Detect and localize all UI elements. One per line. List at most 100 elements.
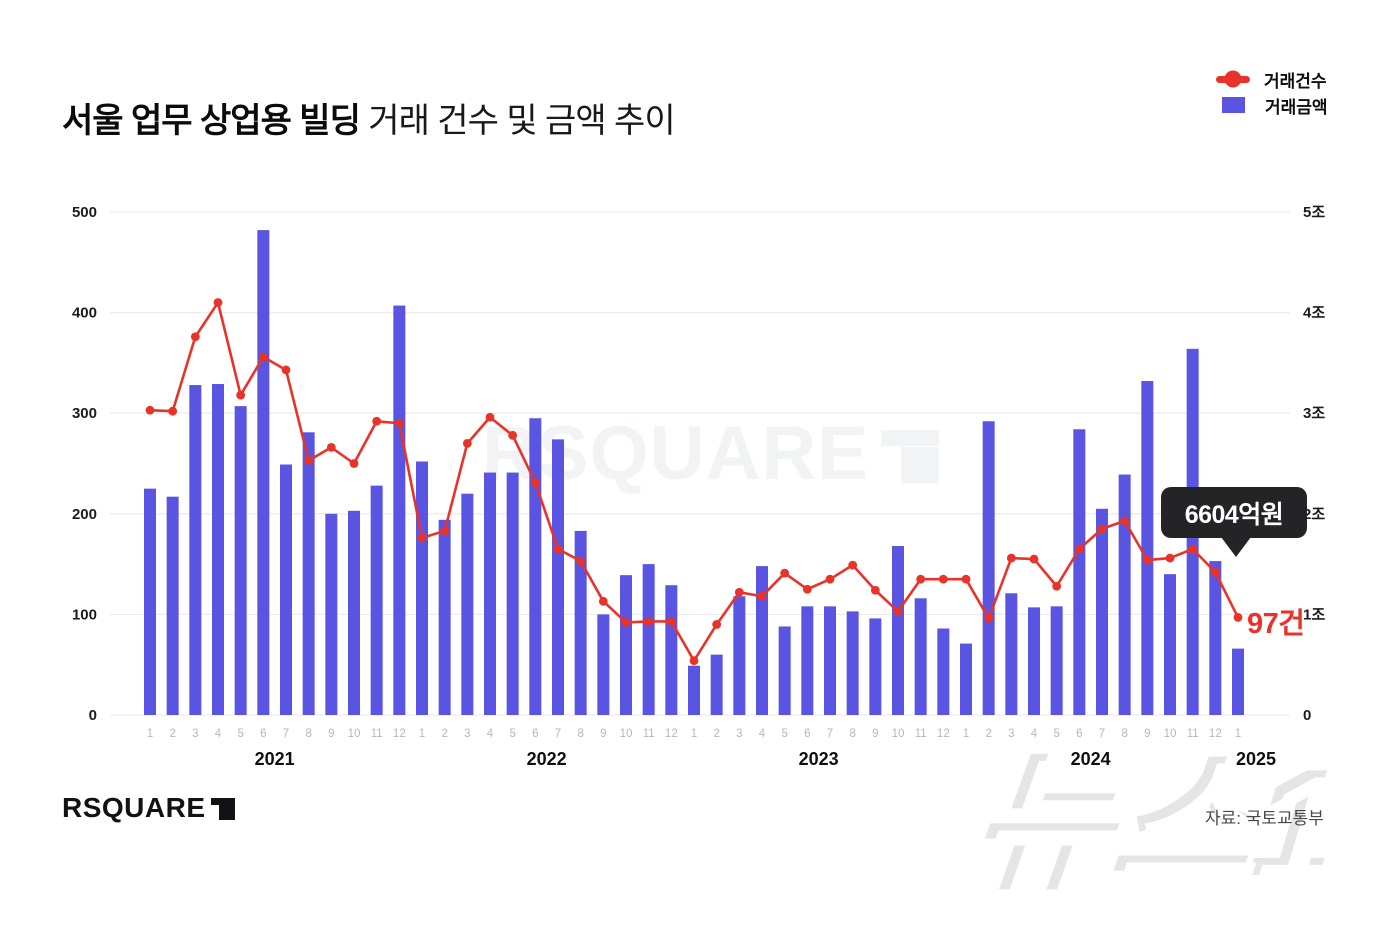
point-2024-10	[1165, 553, 1175, 563]
point-2022-2	[440, 526, 450, 536]
month-label: 4	[1031, 728, 1038, 740]
month-label: 7	[827, 728, 833, 740]
bar-2023-2	[710, 654, 723, 715]
point-2023-7	[825, 574, 835, 584]
right-axis-tick: 4조	[1303, 305, 1325, 322]
month-label: 8	[305, 728, 311, 740]
month-label: 1	[963, 728, 969, 740]
rsquare-logo-text: RSQUARE	[62, 792, 206, 823]
point-2021-6	[258, 352, 268, 362]
month-label: 9	[872, 728, 878, 740]
month-label: 11	[643, 728, 655, 740]
point-2023-10	[893, 606, 903, 616]
month-label: 2	[169, 728, 175, 740]
bar-2022-5	[506, 472, 519, 715]
rsquare-watermark-mark-icon	[881, 425, 940, 483]
month-label: 6	[804, 728, 810, 740]
month-label: 1	[1235, 728, 1241, 740]
bar-2022-11	[642, 564, 655, 715]
bar-2024-1	[960, 643, 972, 715]
bar-2022-7	[552, 439, 564, 715]
month-label: 1	[419, 728, 425, 740]
point-2023-6	[802, 584, 812, 594]
bar-2023-9	[869, 618, 882, 715]
right-axis-tick: 5조	[1303, 204, 1325, 221]
rsquare-logo-mark-icon	[210, 796, 235, 820]
point-2021-1	[145, 405, 155, 415]
point-2021-5	[236, 390, 246, 400]
legend: 거래건수 거래금액	[1216, 66, 1328, 118]
month-label: 11	[371, 728, 383, 740]
amount-callout-text: 6604억원	[1184, 500, 1284, 529]
bar-2023-5	[778, 626, 791, 715]
point-2022-3	[462, 438, 472, 448]
point-2023-11	[916, 574, 926, 584]
point-2022-5	[508, 430, 518, 440]
bar-2024-5	[1050, 606, 1063, 715]
month-label: 2	[713, 728, 719, 740]
bar-2021-11	[370, 485, 383, 715]
point-2024-5	[1052, 581, 1062, 591]
bar-2021-2	[166, 496, 179, 715]
month-label: 10	[348, 728, 361, 740]
month-label: 12	[665, 728, 678, 740]
point-2023-4	[757, 591, 767, 601]
point-2022-8	[576, 556, 586, 566]
bar-2022-6	[529, 418, 542, 715]
last-count-label: 97건	[1247, 608, 1305, 640]
square-marker-icon	[1222, 97, 1245, 113]
bar-2021-12	[393, 305, 406, 715]
bar-2022-8	[574, 530, 587, 715]
month-label: 4	[759, 728, 766, 740]
legend-label-amount: 거래금액	[1265, 97, 1328, 117]
month-label: 4	[487, 728, 494, 740]
month-label: 10	[620, 728, 633, 740]
month-label: 1	[691, 728, 697, 740]
point-2022-7	[553, 544, 563, 554]
right-axis-tick: 1조	[1303, 606, 1325, 623]
year-label-2025: 2025	[1236, 749, 1276, 769]
bar-2024-7	[1096, 508, 1108, 715]
point-2021-10	[349, 459, 359, 468]
month-label: 8	[1121, 728, 1127, 740]
bar-2024-2	[982, 421, 995, 715]
bar-2023-6	[801, 606, 814, 715]
point-2022-11	[644, 617, 654, 626]
point-2022-4	[485, 412, 495, 422]
point-2021-3	[190, 332, 200, 342]
bar-2023-7	[824, 606, 836, 715]
bar-2024-8	[1118, 474, 1131, 715]
left-axis-tick: 500	[72, 204, 97, 221]
year-label-2023: 2023	[799, 749, 839, 769]
right-axis-tick: 0	[1303, 707, 1311, 724]
left-axis-tick: 0	[89, 707, 97, 724]
month-label: 9	[1144, 728, 1150, 740]
bar-2023-1	[688, 665, 700, 715]
point-2025-1	[1233, 613, 1243, 622]
year-label-2021: 2021	[255, 749, 295, 769]
callout-tail-icon	[1221, 537, 1251, 557]
month-label: 9	[328, 728, 334, 740]
bar-2025-1	[1232, 648, 1244, 715]
point-2022-10	[621, 618, 631, 627]
point-2024-6	[1074, 544, 1084, 554]
point-2023-12	[938, 574, 948, 584]
month-label: 12	[937, 728, 950, 740]
month-label: 8	[849, 728, 855, 740]
legend-label-count: 거래건수	[1264, 71, 1327, 91]
month-label: 12	[1209, 728, 1222, 740]
bar-2021-6	[257, 230, 270, 715]
point-2021-2	[168, 406, 178, 416]
point-2024-7	[1097, 524, 1107, 534]
month-label: 3	[464, 728, 470, 740]
point-2021-11	[372, 416, 382, 426]
bar-2024-3	[1005, 593, 1018, 715]
legend-item-amount: 거래금액	[1216, 92, 1328, 118]
point-2021-7	[281, 365, 291, 375]
month-label: 2	[441, 728, 447, 740]
bar-2023-12	[937, 628, 950, 715]
month-label: 7	[283, 728, 289, 740]
point-2023-1	[689, 656, 699, 666]
bar-2022-9	[597, 614, 610, 715]
